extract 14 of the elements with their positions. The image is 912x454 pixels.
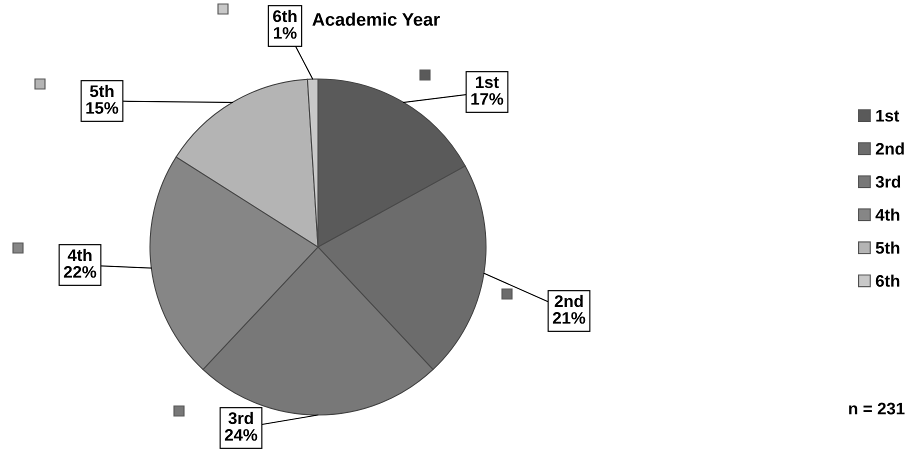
data-label: 6th 1% [273,10,297,39]
legend-label: 1st [876,110,900,122]
data-label: 2nd 21% [552,294,586,324]
legend-label: 6th [876,274,900,287]
legend-label: 2nd [876,142,904,155]
data-label: 3rd 24% [224,412,258,441]
chart-title: Academic Year [312,12,440,26]
data-label: 5th 15% [86,84,118,114]
legend-label: 3rd [876,175,900,188]
legend-label: 5th [876,242,900,254]
data-label: 1st 17% [471,76,504,105]
legend-label: 4th [876,208,900,221]
data-label: 4th 22% [64,248,96,278]
text: n = 231 [849,402,905,414]
